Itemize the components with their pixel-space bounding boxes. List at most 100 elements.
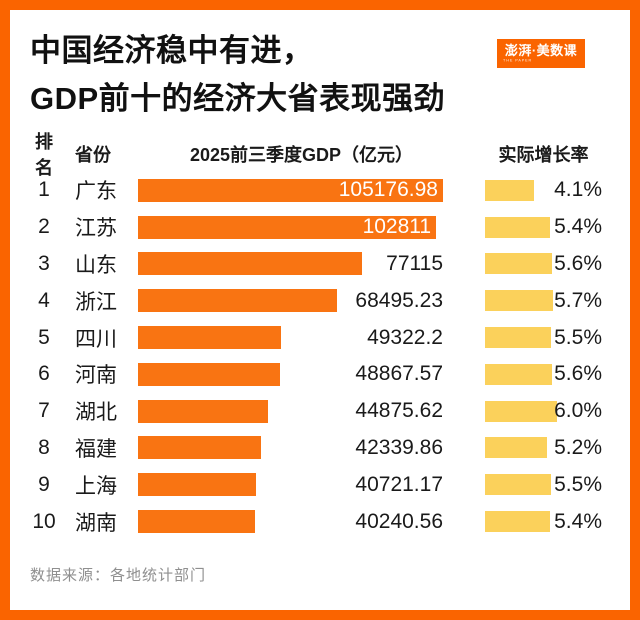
growth-bar-cell: 5.5% <box>485 473 602 496</box>
growth-bar-cell: 5.5% <box>485 326 602 349</box>
table-row: 9 上海 40721.17 5.5% <box>10 466 630 503</box>
gdp-value-label: 40240.56 <box>355 509 443 533</box>
gdp-value-label: 105176.98 <box>338 178 438 202</box>
gdp-bar <box>138 178 443 202</box>
gdp-value-label: 68495.23 <box>355 288 443 312</box>
page-title: 中国经济稳中有进， GDP前十的经济大省表现强劲 <box>30 27 500 123</box>
gdp-bar <box>138 215 437 239</box>
province-label: 福建 <box>75 437 117 461</box>
gdp-bar-cell: 49322.2 <box>138 325 443 350</box>
growth-bar <box>485 511 550 533</box>
province-label: 湖南 <box>75 511 117 535</box>
gdp-value-label: 40721.17 <box>355 472 443 496</box>
table-row: 2 江苏 102811 5.4% <box>10 209 630 246</box>
gdp-value-label: 44875.62 <box>355 399 443 423</box>
thepaper-logo-text: 澎湃·美数课 <box>504 42 578 58</box>
province-label: 湖北 <box>75 401 117 425</box>
table-row: 5 四川 49322.2 5.5% <box>10 319 630 356</box>
province-label: 山东 <box>75 253 117 277</box>
gdp-bar <box>138 289 337 313</box>
rank-label: 9 <box>38 472 50 496</box>
growth-bar <box>485 327 551 349</box>
growth-bar-cell: 5.7% <box>485 289 602 312</box>
growth-bar-cell: 5.6% <box>485 252 602 275</box>
growth-bar <box>485 437 548 459</box>
gdp-bar-cell: 77115 <box>138 251 443 276</box>
gdp-value-label: 48867.57 <box>355 362 443 386</box>
column-header-rank: 排名 <box>35 132 53 178</box>
table-rows: 1 广东 105176.98 4.1% 2 江苏 102811 5.4% 3 山东 77115 5.6… <box>10 172 630 540</box>
province-label: 河南 <box>75 364 117 388</box>
gdp-value-label: 49322.2 <box>367 325 443 349</box>
province-label: 广东 <box>75 180 117 204</box>
table-row: 3 山东 77115 5.6% <box>10 246 630 283</box>
growth-value-label: 6.0% <box>554 399 602 423</box>
table-row: 4 浙江 68495.23 5.7% <box>10 282 630 319</box>
table-row: 6 河南 48867.57 5.6% <box>10 356 630 393</box>
rank-label: 8 <box>38 435 50 459</box>
growth-value-label: 5.2% <box>554 435 602 459</box>
data-source-note: 数据来源：各地统计部门 <box>30 567 207 584</box>
growth-value-label: 5.4% <box>554 509 602 533</box>
rank-label: 3 <box>38 251 50 275</box>
rank-label: 2 <box>38 215 50 239</box>
gdp-value-label: 102811 <box>362 215 432 239</box>
gdp-value-label: 42339.86 <box>355 435 443 459</box>
growth-value-label: 5.7% <box>554 288 602 312</box>
growth-bar-cell: 4.1% <box>485 178 602 202</box>
gdp-bar-cell: 40721.17 <box>138 472 443 497</box>
thepaper-logo: 澎湃·美数课 THE PAPER <box>497 39 585 68</box>
rank-label: 1 <box>38 178 50 202</box>
gdp-bar-cell: 48867.57 <box>138 362 443 386</box>
gdp-value-label: 77115 <box>386 251 443 275</box>
page-title-line1: 中国经济稳中有进， <box>30 33 314 68</box>
growth-bar-cell: 5.6% <box>485 362 602 386</box>
growth-bar <box>485 474 551 496</box>
gdp-bar-cell: 102811 <box>138 215 443 239</box>
thepaper-logo-subtext: THE PAPER <box>503 58 533 63</box>
column-header-growth: 实际增长率 <box>498 145 589 165</box>
growth-bar <box>485 216 550 238</box>
growth-bar <box>485 179 535 201</box>
gdp-bar <box>138 473 257 497</box>
growth-bar-cell: 5.4% <box>485 215 602 239</box>
table-row: 8 福建 42339.86 5.2% <box>10 430 630 467</box>
province-label: 上海 <box>75 474 117 498</box>
table-row: 10 湖南 40240.56 5.4% <box>10 503 630 540</box>
rank-label: 5 <box>38 325 50 349</box>
growth-value-label: 4.1% <box>554 178 602 202</box>
gdp-bar-cell: 40240.56 <box>138 509 443 534</box>
rank-label: 4 <box>38 288 50 312</box>
growth-value-label: 5.5% <box>554 325 602 349</box>
gdp-bar <box>138 362 280 386</box>
rank-label: 6 <box>38 362 50 386</box>
growth-value-label: 5.5% <box>554 472 602 496</box>
column-header-province: 省份 <box>75 145 111 165</box>
page-title-line2: GDP前十的经济大省表现强劲 <box>30 81 446 116</box>
table-row: 7 湖北 44875.62 6.0% <box>10 393 630 430</box>
rank-label: 7 <box>38 399 50 423</box>
gdp-bar-cell: 105176.98 <box>138 178 443 202</box>
growth-value-label: 5.6% <box>554 251 602 275</box>
rank-label: 10 <box>32 509 56 533</box>
column-header-gdp: 2025前三季度GDP（亿元） <box>189 145 414 165</box>
growth-bar <box>485 253 553 275</box>
province-label: 浙江 <box>75 290 117 314</box>
growth-bar-cell: 5.2% <box>485 436 602 459</box>
gdp-bar-cell: 44875.62 <box>138 399 443 423</box>
growth-bar <box>485 400 557 422</box>
growth-value-label: 5.6% <box>554 362 602 386</box>
table-header-row: 排名 省份 2025前三季度GDP（亿元） 实际增长率 <box>10 132 630 178</box>
growth-value-label: 5.4% <box>554 215 602 239</box>
growth-bar <box>485 290 554 312</box>
province-label: 江苏 <box>75 217 117 241</box>
growth-bar <box>485 363 553 385</box>
gdp-bar <box>138 399 269 423</box>
gdp-bar <box>138 436 261 460</box>
gdp-bar-cell: 68495.23 <box>138 288 443 313</box>
gdp-bar <box>138 510 255 534</box>
gdp-bar <box>138 252 362 276</box>
gdp-bar-cell: 42339.86 <box>138 435 443 460</box>
province-label: 四川 <box>75 327 117 351</box>
